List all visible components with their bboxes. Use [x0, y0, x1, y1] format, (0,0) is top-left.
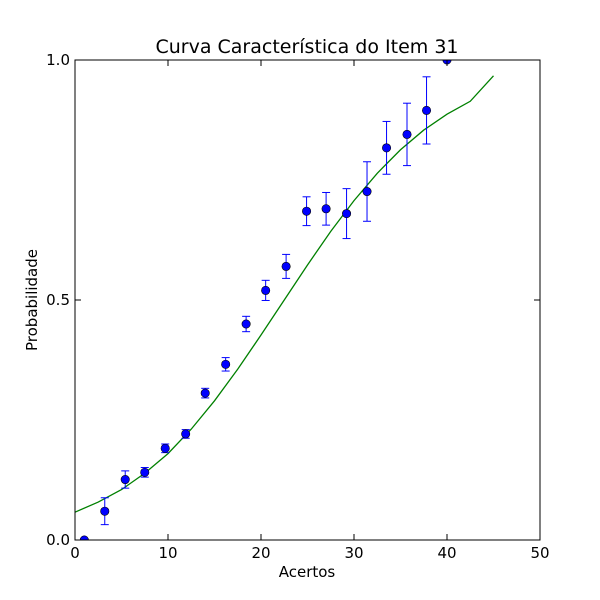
data-point — [342, 209, 352, 219]
data-point — [382, 143, 392, 153]
y-tick-label: 0.0 — [46, 531, 70, 549]
data-point — [321, 204, 331, 214]
data-point — [241, 319, 251, 329]
data-point — [221, 359, 231, 369]
x-tick-label: 10 — [158, 544, 177, 562]
axis-ticks: 0 10 20 30 40 50 0.0 0.5 1.0 — [46, 51, 549, 562]
x-tick-label: 20 — [251, 544, 270, 562]
data-point — [160, 443, 170, 453]
y-tick-label: 1.0 — [46, 51, 70, 69]
data-point — [200, 388, 210, 398]
x-tick-label: 40 — [437, 544, 456, 562]
y-tick-label: 0.5 — [46, 291, 70, 309]
x-tick-label: 0 — [70, 544, 80, 562]
y-axis-label: Probabilidade — [23, 249, 41, 351]
x-axis-label: Acertos — [279, 563, 336, 581]
data-point — [261, 285, 271, 295]
x-tick-label: 50 — [530, 544, 549, 562]
data-point — [422, 105, 432, 115]
data-point — [120, 475, 130, 485]
data-point — [302, 206, 312, 216]
data-point — [100, 506, 110, 516]
plot-content — [75, 60, 494, 540]
data-point — [362, 187, 372, 197]
data-point — [281, 261, 291, 271]
data-point — [402, 129, 412, 139]
data-point — [140, 467, 150, 477]
data-point — [181, 429, 191, 439]
chart-title: Curva Característica do Item 31 — [155, 36, 458, 58]
x-tick-label: 30 — [344, 544, 363, 562]
